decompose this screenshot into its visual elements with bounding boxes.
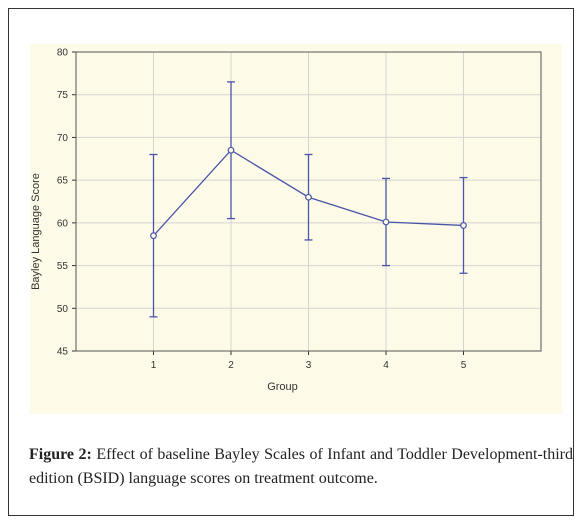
figure-frame: 45 50 55 60 65 70 75 80 1 2 3 4 5 Group Bayley Langu… — [8, 8, 574, 516]
data-point-4 — [460, 222, 467, 229]
y-tick-label-5: 70 — [57, 133, 69, 144]
figure-caption: Figure 2: Effect of baseline Bayley Scal… — [29, 443, 573, 491]
data-point-0 — [150, 232, 157, 240]
y-tick-label-6: 75 — [57, 90, 69, 101]
x-tick-label-3: 4 — [383, 360, 389, 371]
chart-background — [30, 44, 562, 414]
figure-label: Figure 2: — [29, 446, 92, 463]
plot-border — [75, 51, 542, 352]
x-tick-label-4: 5 — [461, 360, 467, 371]
x-tick-label-0: 1 — [151, 360, 157, 371]
y-tick-label-0: 45 — [57, 347, 69, 358]
series-group — [149, 81, 468, 318]
x-tick-label-1: 2 — [228, 360, 234, 371]
data-point-1 — [227, 146, 235, 154]
y-axis-label: Bayley Language Score — [30, 173, 42, 290]
y-tick-label-3: 60 — [57, 218, 69, 229]
data-point-2 — [305, 193, 312, 201]
y-tick-label-4: 65 — [57, 176, 69, 187]
x-axis-label: Group — [267, 381, 298, 393]
y-tick-label-7: 80 — [57, 48, 69, 59]
y-tick-label-1: 50 — [57, 304, 69, 315]
figure-caption-text: Effect of baseline Bayley Scales of Infa… — [29, 446, 574, 487]
axes — [72, 51, 542, 355]
data-point-3 — [382, 218, 390, 226]
x-tick-label-2: 3 — [306, 360, 312, 371]
y-tick-label-2: 55 — [57, 261, 69, 272]
